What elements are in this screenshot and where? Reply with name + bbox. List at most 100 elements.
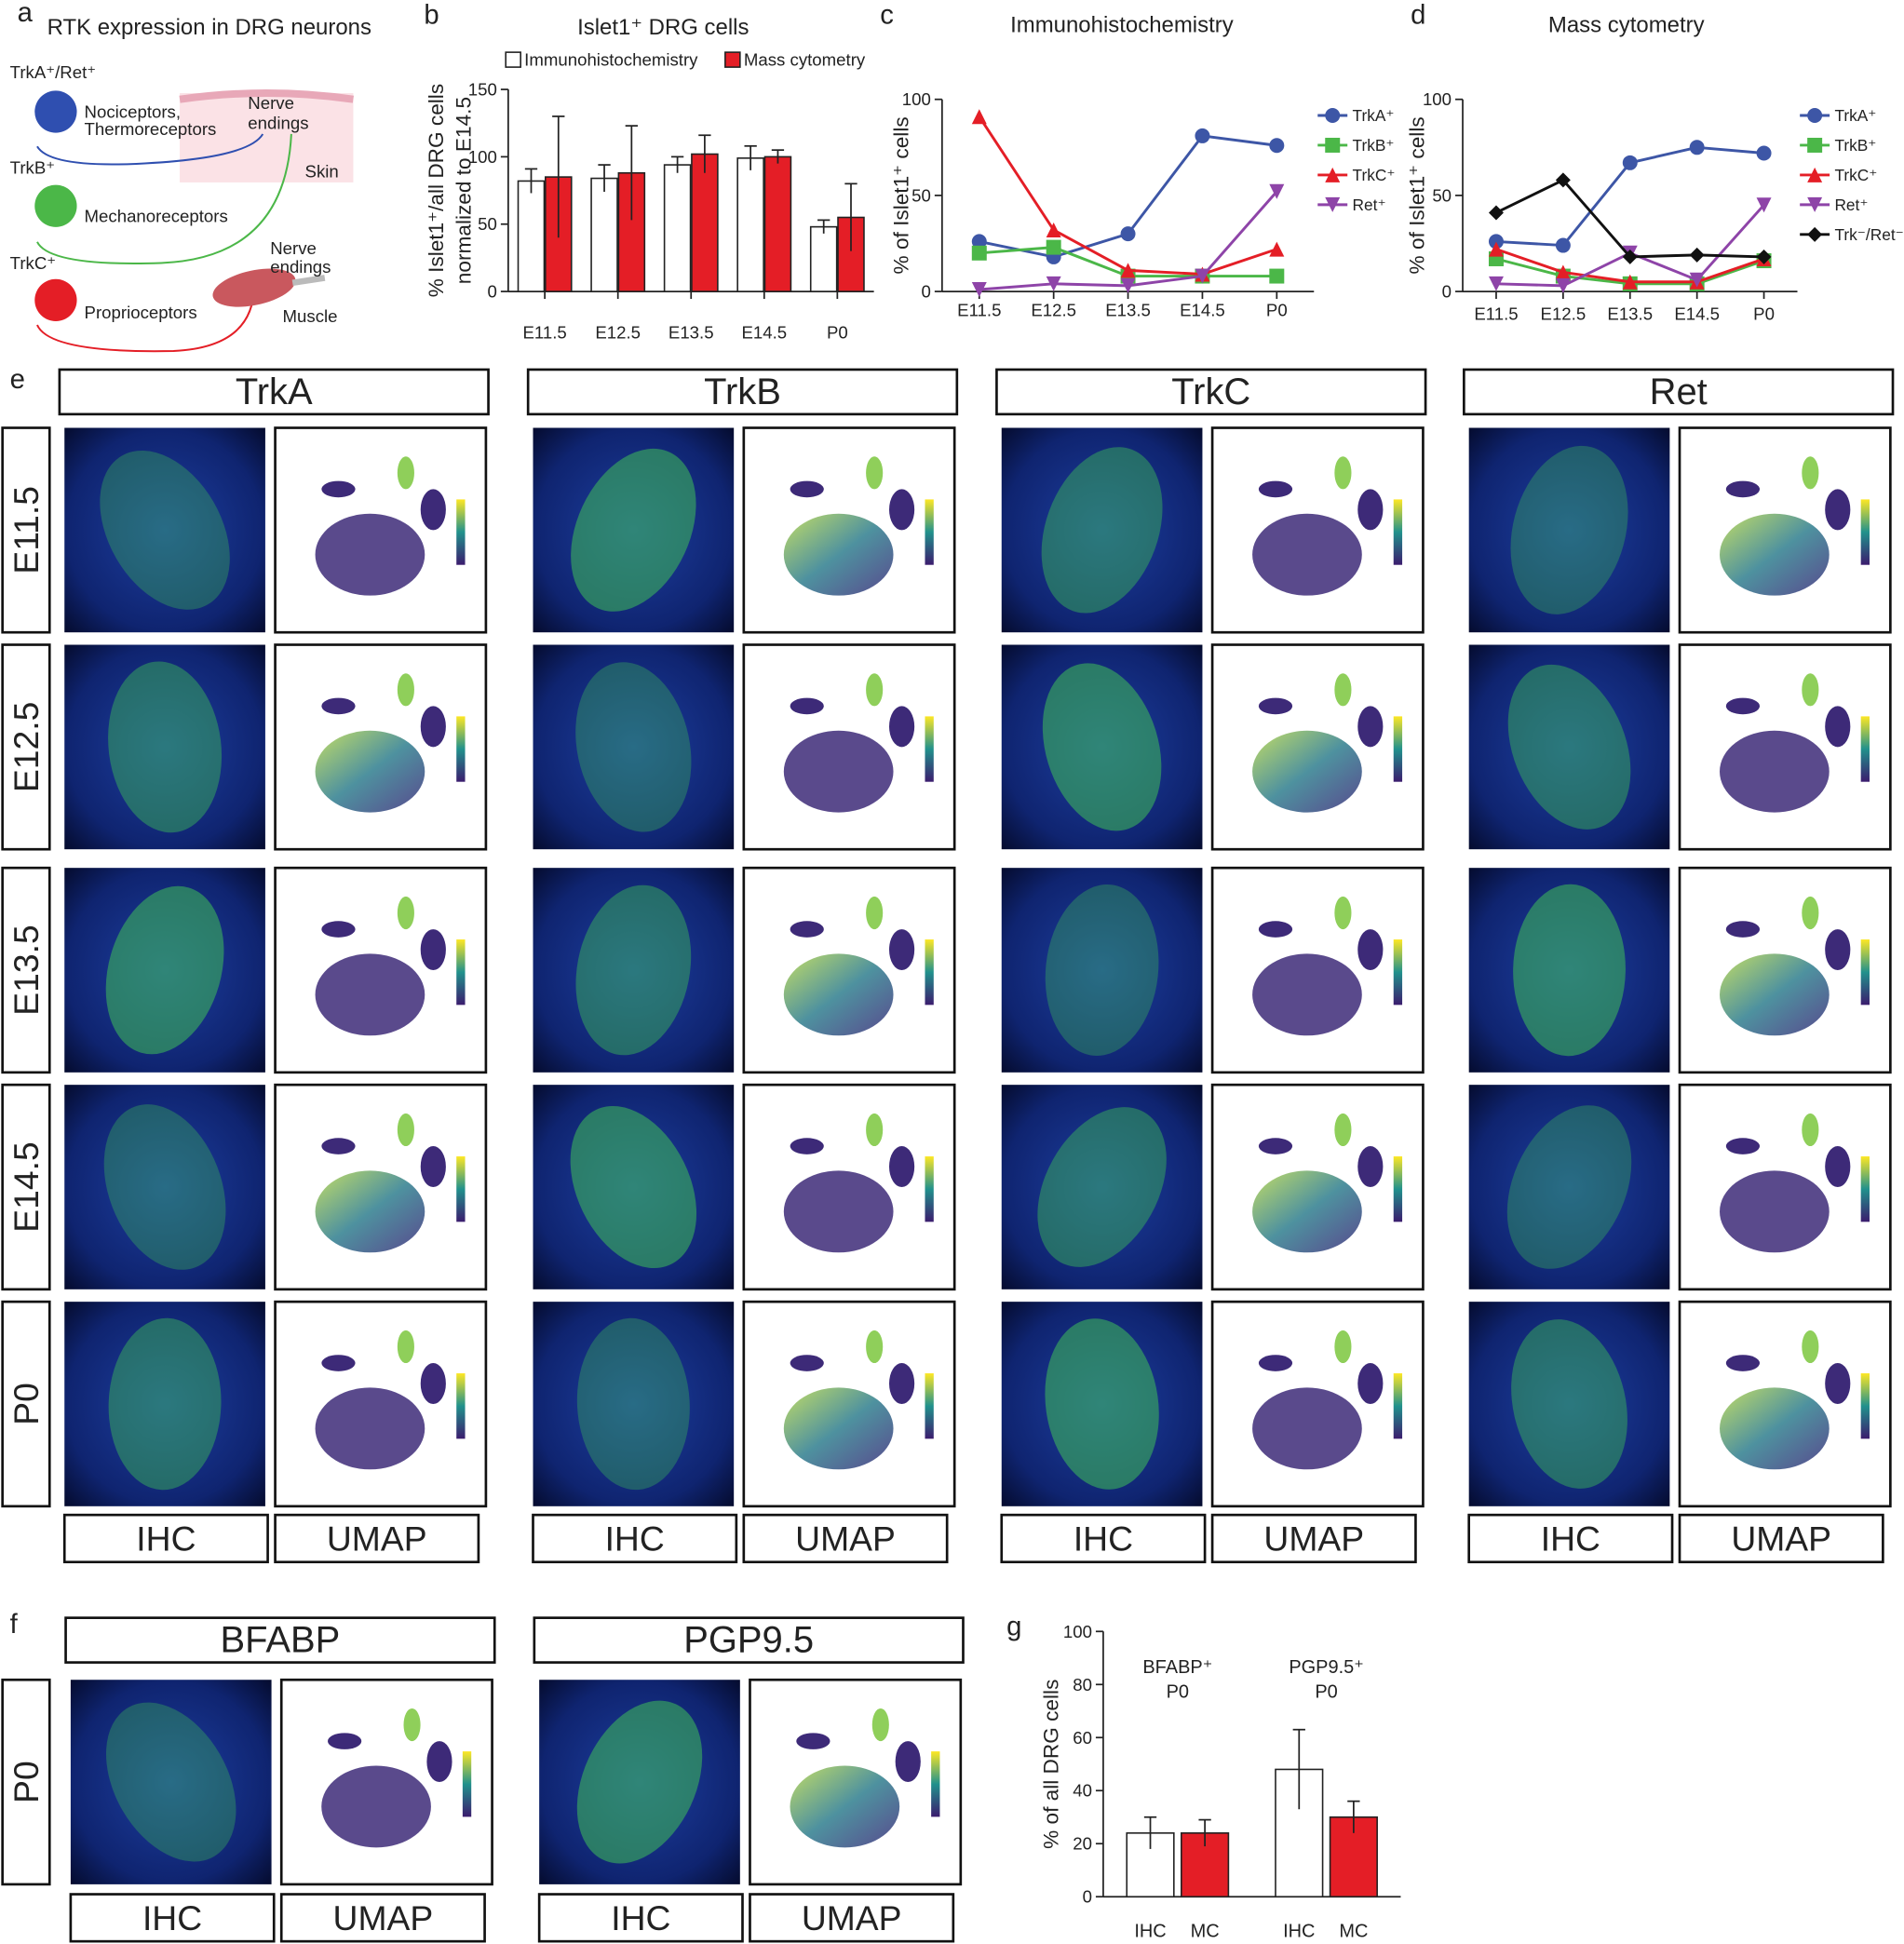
point — [1689, 247, 1705, 263]
column-footer-box — [62, 1513, 269, 1564]
x-tick-label: MC — [1191, 1921, 1220, 1941]
point — [1555, 264, 1571, 280]
point — [1756, 197, 1772, 213]
ihc-image — [64, 1085, 265, 1289]
colorbar — [1860, 499, 1870, 565]
bar — [736, 157, 764, 292]
colorbar — [456, 1156, 466, 1222]
umap-cluster — [1357, 1363, 1384, 1404]
x-tick-label: IHC — [1283, 1921, 1315, 1941]
umap-cluster — [315, 1387, 425, 1470]
point — [1195, 128, 1210, 143]
x-tick-label: E13.5 — [1105, 301, 1151, 320]
ihc-signal — [1042, 663, 1162, 831]
umap-cluster — [1825, 929, 1851, 971]
umap-cluster — [1252, 953, 1362, 1036]
panel-letter: d — [1411, 0, 1425, 31]
colorbar — [925, 1156, 934, 1222]
column-header-box — [533, 1616, 965, 1664]
colorbar — [1860, 716, 1870, 782]
y-axis-label: % of Islet1⁺ cells — [1405, 116, 1428, 274]
umap-cluster — [1725, 921, 1761, 938]
x-tick-label: MC — [1339, 1921, 1368, 1941]
panel-letter: a — [18, 0, 34, 28]
umap-cluster — [1825, 706, 1851, 748]
umap-cluster — [1258, 1138, 1293, 1154]
umap-cluster — [790, 1355, 824, 1371]
umap-cluster — [888, 489, 915, 531]
row-label-box — [1, 1678, 51, 1886]
colorbar — [456, 499, 466, 565]
point — [1622, 274, 1638, 290]
colorbar — [1393, 716, 1403, 782]
umap-cluster — [790, 1765, 900, 1848]
column-footer-box — [1678, 1513, 1884, 1564]
ihc-signal — [1510, 445, 1628, 614]
bar — [663, 164, 692, 292]
column-footer: IHC — [1074, 1519, 1133, 1558]
y-tick-label: 80 — [1073, 1675, 1092, 1694]
neuron-trka — [34, 90, 77, 133]
umap-cluster — [1802, 1113, 1819, 1147]
y-axis-label: % Islet1⁺/all DRG cells — [425, 84, 448, 297]
diagram-label: Nociceptors, — [85, 102, 182, 122]
column-header-box — [58, 368, 490, 416]
y-tick-label: 100 — [902, 89, 931, 109]
colorbar — [1860, 1156, 1870, 1222]
ihc-image — [533, 868, 735, 1073]
point — [1689, 140, 1705, 155]
column-header-box — [526, 368, 959, 416]
panel-letter: e — [10, 364, 25, 395]
group-label: BFABP⁺ — [1142, 1657, 1212, 1678]
umap-cluster — [403, 1708, 421, 1742]
column-footer-box — [69, 1893, 276, 1943]
umap-cluster — [1720, 513, 1830, 596]
point — [1325, 108, 1341, 124]
column-footer-box — [749, 1893, 955, 1943]
row-label: E14.5 — [7, 1141, 46, 1232]
column-header: PGP9.5 — [683, 1620, 814, 1661]
ihc-signal — [100, 450, 230, 610]
legend-label: Ret⁺ — [1353, 196, 1386, 214]
umap-cluster — [1825, 1146, 1851, 1187]
umap-cluster — [1725, 1355, 1761, 1371]
column-footer-box — [532, 1513, 738, 1564]
umap-cluster — [888, 1146, 915, 1187]
point — [971, 282, 987, 297]
diagram-label: Thermoreceptors — [85, 119, 217, 139]
ihc-signal — [1045, 884, 1159, 1056]
panel-letter: f — [10, 1609, 19, 1640]
y-tick-label: 0 — [922, 282, 931, 302]
point — [1555, 237, 1571, 253]
x-tick-label: E13.5 — [1607, 304, 1653, 324]
column-footer: UMAP — [1263, 1519, 1364, 1558]
diagram-label: TrkA⁺/Ret⁺ — [10, 62, 96, 82]
umap-cluster — [1802, 673, 1819, 707]
panel-letter: c — [880, 0, 894, 31]
umap-cluster — [1725, 480, 1761, 498]
y-tick-label: 0 — [1083, 1887, 1092, 1907]
column-footer-box — [274, 1513, 480, 1564]
umap-cluster — [426, 1741, 452, 1783]
umap-cluster — [888, 1363, 915, 1404]
umap-cluster — [321, 1138, 356, 1154]
column-footer: IHC — [142, 1898, 202, 1937]
ihc-image — [1468, 427, 1670, 633]
diagram-label: Nerve — [248, 93, 294, 113]
ihc-signal — [1045, 1318, 1159, 1490]
y-tick-label: 100 — [1423, 89, 1452, 109]
ihc-image — [1468, 644, 1670, 850]
umap-cluster — [783, 1170, 894, 1253]
muscle — [212, 268, 296, 307]
y-tick-label: 0 — [1442, 282, 1452, 302]
umap-cluster — [1720, 953, 1830, 1036]
umap-cluster — [796, 1733, 830, 1749]
x-tick-label: P0 — [827, 323, 848, 343]
chart-title: Immunohistochemistry — [1010, 12, 1234, 37]
column-footer-box — [742, 1513, 949, 1564]
group-label: P0 — [1315, 1682, 1337, 1703]
umap-cluster — [888, 929, 915, 971]
point — [1488, 205, 1504, 221]
column-header: Ret — [1650, 371, 1708, 412]
